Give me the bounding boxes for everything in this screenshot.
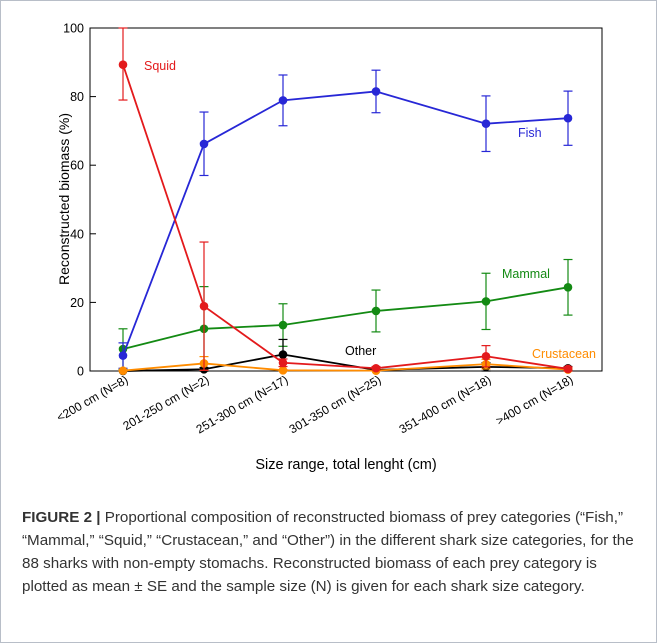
other-point — [278, 350, 288, 359]
y-tick-label: 80 — [70, 90, 84, 104]
figure-caption: FIGURE 2 | Proportional composition of r… — [22, 506, 637, 598]
x-tick-label: 351-400 cm (N=18) — [397, 372, 494, 436]
squid-point — [563, 364, 573, 374]
fish-series — [118, 69, 573, 369]
x-axis-ticks: <200 cm (N=8)201-250 cm (N=2)251-300 cm … — [54, 365, 576, 436]
series-group — [118, 27, 573, 376]
squid-point — [118, 60, 128, 70]
plot-area — [89, 27, 603, 372]
series-labels: Squid Fish Mammal Other Crustacean — [144, 59, 596, 361]
fish-point — [563, 113, 573, 123]
other-label: Other — [345, 344, 376, 358]
fish-label: Fish — [518, 126, 542, 140]
fish-point — [481, 119, 491, 128]
fish-line — [122, 90, 569, 356]
crustacean-line — [122, 362, 569, 372]
y-tick-label: 20 — [70, 296, 84, 310]
crustacean-point — [278, 366, 288, 375]
caption-label: FIGURE 2 | — [22, 509, 101, 526]
squid-point — [278, 358, 288, 368]
y-tick-label: 40 — [70, 227, 84, 241]
squid-line — [122, 64, 569, 370]
caption-text: Proportional composition of reconstructe… — [22, 509, 634, 595]
mammal-point — [563, 283, 573, 292]
y-axis-title: Reconstructed biomass (%) — [56, 113, 72, 285]
other-line — [122, 353, 569, 372]
crustacean-point — [118, 366, 128, 375]
mammal-point — [278, 320, 288, 330]
x-tick-label: 301-350 cm (N=25) — [287, 372, 384, 436]
squid-series — [118, 27, 573, 374]
crustacean-label: Crustacean — [532, 347, 596, 361]
y-axis-ticks: 0 20 40 60 80 100 — [63, 22, 96, 379]
mammal-point — [371, 306, 381, 316]
chart-figure: 0 20 40 60 80 100 <200 cm (N=8)201-250 cm (N=… — [54, 22, 603, 473]
mammal-line — [122, 286, 569, 350]
fish-point — [371, 87, 381, 96]
mammal-label: Mammal — [502, 267, 550, 281]
mammal-point — [481, 297, 491, 306]
squid-point — [199, 301, 209, 311]
y-tick-label: 60 — [70, 159, 84, 173]
y-tick-label: 100 — [63, 22, 84, 36]
x-tick-label: >400 cm (N=18) — [493, 372, 575, 427]
x-tick-label: <200 cm (N=8) — [54, 372, 130, 424]
y-tick-label: 0 — [77, 365, 84, 379]
fish-point — [118, 351, 128, 360]
x-axis-title: Size range, total lenght (cm) — [255, 457, 436, 473]
fish-point — [278, 96, 288, 105]
fish-point — [199, 139, 209, 149]
squid-label: Squid — [144, 59, 176, 73]
squid-point — [371, 363, 381, 373]
squid-point — [481, 351, 491, 361]
